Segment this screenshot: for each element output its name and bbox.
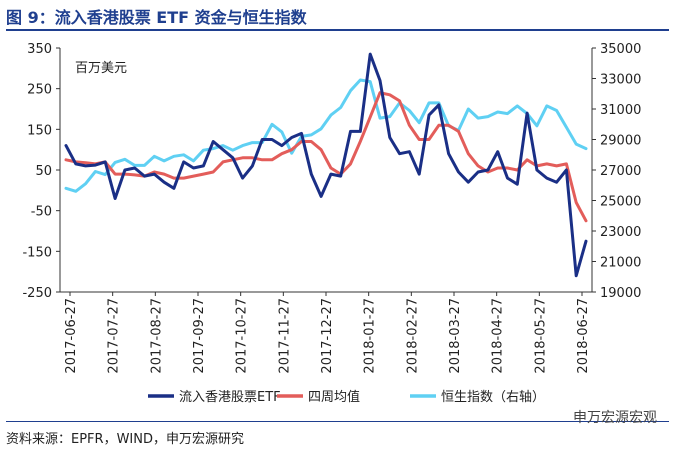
x-tick-label: 2017-09-27 [192,298,207,374]
left-tick-label: 350 [27,42,52,57]
left-tick-label: 50 [35,164,52,179]
left-tick-label: -250 [22,286,52,301]
right-tick-label: 35000 [600,42,641,57]
x-tick-label: 2018-03-27 [448,298,463,374]
series-line [64,91,588,223]
right-tick-label: 31000 [600,103,641,118]
x-tick-label: 2017-06-27 [64,298,79,374]
series-layer [64,52,588,278]
x-tick-label: 2018-05-27 [533,298,548,374]
right-axis-ticks: 35000 33000 31000 29000 27000 25000 23000 21000… [592,42,641,301]
x-tick-label: 2017-07-27 [107,298,122,374]
unit-label: 百万美元 [75,61,127,76]
chart-title: 图 9：流入香港股票 ETF 资金与恒生指数 [6,8,307,27]
x-tick-label: 2018-04-27 [491,298,506,374]
title-divider [6,29,669,31]
left-tick-label: 250 [27,83,52,98]
x-tick-label: 2017-12-27 [320,298,335,374]
legend: 流入香港股票ETF 四周均值 恒生指数（右轴） [148,389,545,405]
source-note: 资料来源：EPFR，WIND，申万宏源研究 [6,432,244,447]
left-tick-label: -150 [22,245,52,260]
legend-entry: 恒生指数（右轴） [441,390,545,405]
x-tick-label: 2018-01-27 [363,298,378,374]
right-tick-label: 25000 [600,195,641,210]
legend-entry: 流入香港股票ETF [179,390,281,405]
right-tick-label: 33000 [600,73,641,88]
right-tick-label: 27000 [600,164,641,179]
series-line [64,52,588,278]
right-tick-label: 29000 [600,134,641,149]
left-axis-ticks: 350 250 150 50 -50 -150 -250 [22,42,60,301]
right-tick-label: 19000 [600,286,641,301]
legend-entry: 四周均值 [308,389,360,405]
right-tick-label: 21000 [600,256,641,271]
x-tick-label: 2017-10-27 [235,298,250,374]
x-tick-label: 2017-08-27 [149,298,164,374]
x-tick-label: 2018-06-27 [576,298,591,374]
left-tick-label: 150 [27,123,52,138]
right-tick-label: 23000 [600,225,641,240]
footer-divider [6,421,669,422]
x-axis-ticks: 2017-06-27 2017-07-27 2017-08-27 2017-09-27… [64,292,591,374]
series-line [64,78,588,193]
x-tick-label: 2018-02-27 [405,298,420,374]
left-tick-label: -50 [31,205,52,220]
x-tick-label: 2017-11-27 [277,298,292,374]
watermark: 申万宏源宏观 [573,410,657,426]
